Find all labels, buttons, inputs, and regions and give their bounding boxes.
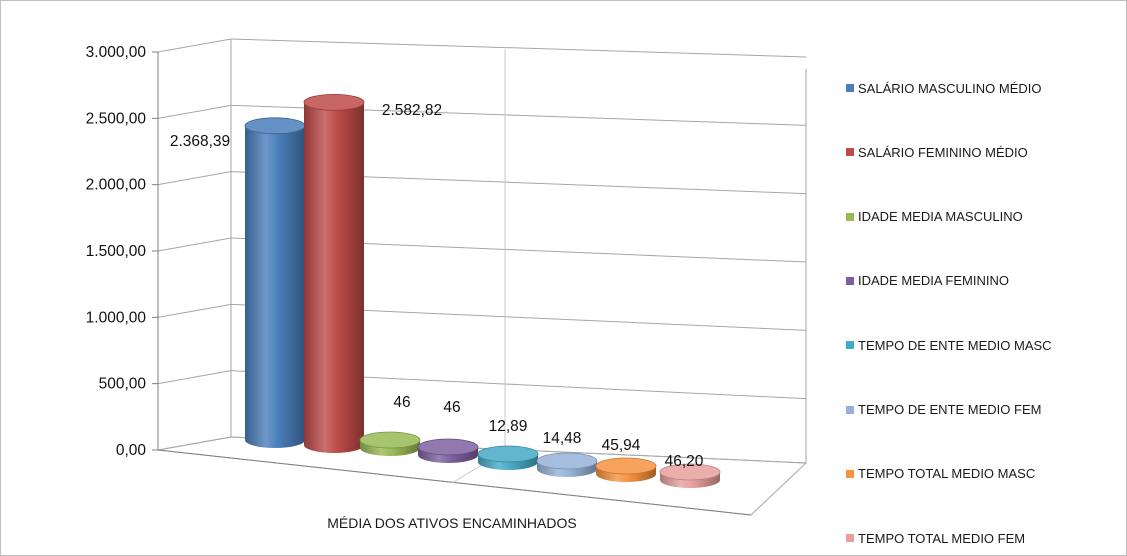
legend-swatch	[846, 148, 854, 157]
legend-swatch	[846, 341, 854, 350]
legend-item: TEMPO TOTAL MEDIO FEM	[846, 528, 1025, 548]
bar-cylinder-top	[477, 445, 539, 463]
y-tick-label: 1.500,00	[86, 243, 147, 260]
side-gridline	[157, 237, 232, 252]
side-gridline	[157, 303, 232, 318]
bar-cylinder-body	[304, 102, 364, 453]
legend-swatch	[846, 84, 854, 92]
legend-label: SALÁRIO FEMININO MÉDIO	[858, 144, 1028, 160]
y-tick-label: 2.500,00	[86, 110, 147, 127]
side-gridline	[157, 104, 232, 119]
data-label: 2.368,39	[170, 133, 230, 150]
legend-label: IDADE MEDIA FEMININO	[858, 273, 1009, 289]
legend-swatch	[846, 534, 854, 543]
data-label: 46	[393, 394, 410, 411]
data-label: 45,94	[602, 437, 641, 454]
bar-cylinder-top	[244, 117, 306, 135]
legend-label: SALÁRIO MASCULINO MÉDIO	[858, 80, 1042, 96]
legend-item: TEMPO DE ENTE MEDIO FEM	[846, 400, 1041, 420]
y-tick-label: 1.000,00	[86, 309, 147, 326]
legend-label: TEMPO DE ENTE MEDIO MASC	[858, 337, 1052, 353]
legend-item: IDADE MEDIA MASCULINO	[846, 207, 1023, 227]
x-axis-label: MÉDIA DOS ATIVOS ENCAMINHADOS	[327, 515, 576, 531]
legend-label: IDADE MEDIA MASCULINO	[858, 209, 1023, 225]
bar-cylinder-top	[417, 438, 479, 456]
back-gridline	[230, 38, 807, 58]
legend-item: IDADE MEDIA FEMININO	[846, 271, 1009, 291]
side-gridline	[157, 38, 232, 53]
bar-cylinder-top	[659, 463, 721, 481]
legend-label: TEMPO TOTAL MEDIO MASC	[858, 466, 1036, 482]
bar-cylinder-body	[245, 125, 305, 449]
data-label: 2.582,82	[382, 102, 442, 119]
side-gridline	[157, 171, 232, 186]
legend-item: SALÁRIO FEMININO MÉDIO	[846, 142, 1028, 162]
legend-item: TEMPO DE ENTE MEDIO MASC	[846, 335, 1052, 355]
legend-label: TEMPO TOTAL MEDIO FEM	[858, 530, 1026, 546]
bar-cylinder-top	[595, 457, 657, 475]
legend-label: TEMPO DE ENTE MEDIO FEM	[858, 402, 1042, 417]
y-tick-label: 500,00	[99, 376, 147, 393]
legend-swatch	[846, 469, 854, 478]
legend-swatch	[846, 405, 854, 414]
bar-cylinder-top	[359, 431, 421, 449]
legend-item: TEMPO TOTAL MEDIO MASC	[846, 464, 1035, 484]
y-tick-label: 0,00	[116, 442, 147, 459]
x-axis-line	[157, 449, 752, 516]
bar-cylinder-top	[303, 93, 365, 111]
data-label: 46,20	[665, 453, 704, 470]
legend-item: SALÁRIO MASCULINO MÉDIO	[846, 78, 1041, 98]
data-label: 46	[443, 399, 460, 416]
y-tick-label: 2.000,00	[86, 177, 147, 194]
legend-swatch	[846, 276, 854, 285]
data-label: 14,48	[543, 430, 582, 447]
bar-cylinder-top	[536, 452, 598, 470]
y-tick-label: 3.000,00	[86, 44, 147, 61]
legend-swatch	[846, 212, 854, 221]
side-gridline	[157, 370, 232, 385]
data-label: 12,89	[489, 418, 528, 435]
